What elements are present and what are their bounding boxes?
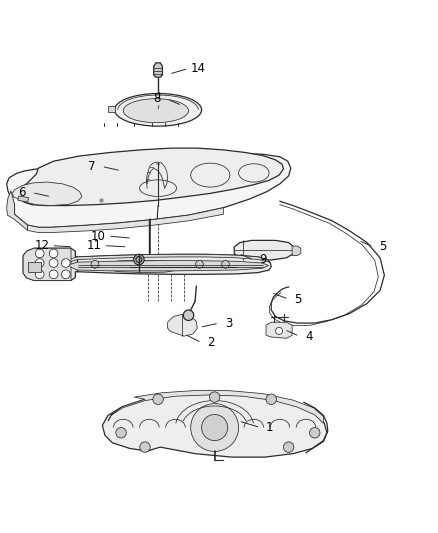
- Circle shape: [35, 249, 44, 258]
- Circle shape: [136, 256, 142, 263]
- Circle shape: [49, 270, 58, 279]
- Circle shape: [266, 394, 276, 405]
- Circle shape: [35, 270, 44, 279]
- Circle shape: [61, 270, 70, 279]
- Circle shape: [49, 249, 58, 258]
- Text: 4: 4: [305, 329, 313, 343]
- Circle shape: [310, 427, 320, 438]
- Text: 10: 10: [91, 230, 106, 243]
- Text: 14: 14: [191, 62, 205, 75]
- Polygon shape: [64, 254, 271, 274]
- Circle shape: [209, 392, 220, 402]
- Text: 5: 5: [294, 293, 302, 305]
- Polygon shape: [18, 148, 283, 206]
- Ellipse shape: [115, 93, 201, 126]
- Polygon shape: [266, 322, 292, 338]
- Circle shape: [276, 327, 283, 334]
- Polygon shape: [7, 191, 28, 230]
- Polygon shape: [12, 182, 82, 206]
- Polygon shape: [23, 248, 78, 280]
- Circle shape: [35, 259, 44, 268]
- Circle shape: [140, 442, 150, 453]
- Circle shape: [116, 427, 126, 438]
- Text: 5: 5: [379, 240, 387, 253]
- Polygon shape: [108, 391, 323, 423]
- Text: 6: 6: [18, 186, 26, 199]
- Text: 8: 8: [153, 92, 161, 106]
- Circle shape: [191, 403, 239, 451]
- Polygon shape: [292, 246, 301, 256]
- Polygon shape: [234, 240, 294, 260]
- Text: 11: 11: [87, 239, 102, 252]
- Circle shape: [195, 261, 203, 268]
- Polygon shape: [18, 196, 29, 202]
- Polygon shape: [168, 314, 197, 336]
- Circle shape: [184, 310, 194, 320]
- Polygon shape: [28, 262, 42, 272]
- Polygon shape: [7, 154, 291, 228]
- Polygon shape: [28, 208, 223, 232]
- Circle shape: [61, 259, 70, 268]
- Text: 2: 2: [208, 336, 215, 349]
- Circle shape: [201, 415, 228, 441]
- Polygon shape: [23, 248, 71, 280]
- Text: 9: 9: [260, 254, 267, 266]
- Text: 1: 1: [266, 421, 274, 434]
- Circle shape: [91, 261, 99, 268]
- Polygon shape: [108, 107, 116, 112]
- Polygon shape: [107, 261, 176, 272]
- Polygon shape: [154, 63, 162, 77]
- Circle shape: [134, 254, 144, 265]
- Text: 7: 7: [88, 160, 95, 173]
- Circle shape: [49, 259, 58, 268]
- Ellipse shape: [123, 99, 188, 123]
- Text: 12: 12: [34, 239, 49, 252]
- Circle shape: [153, 394, 163, 405]
- Circle shape: [222, 261, 230, 268]
- Polygon shape: [102, 393, 327, 457]
- Text: 3: 3: [225, 317, 232, 329]
- Polygon shape: [65, 254, 270, 265]
- Polygon shape: [69, 261, 268, 271]
- Circle shape: [283, 442, 294, 453]
